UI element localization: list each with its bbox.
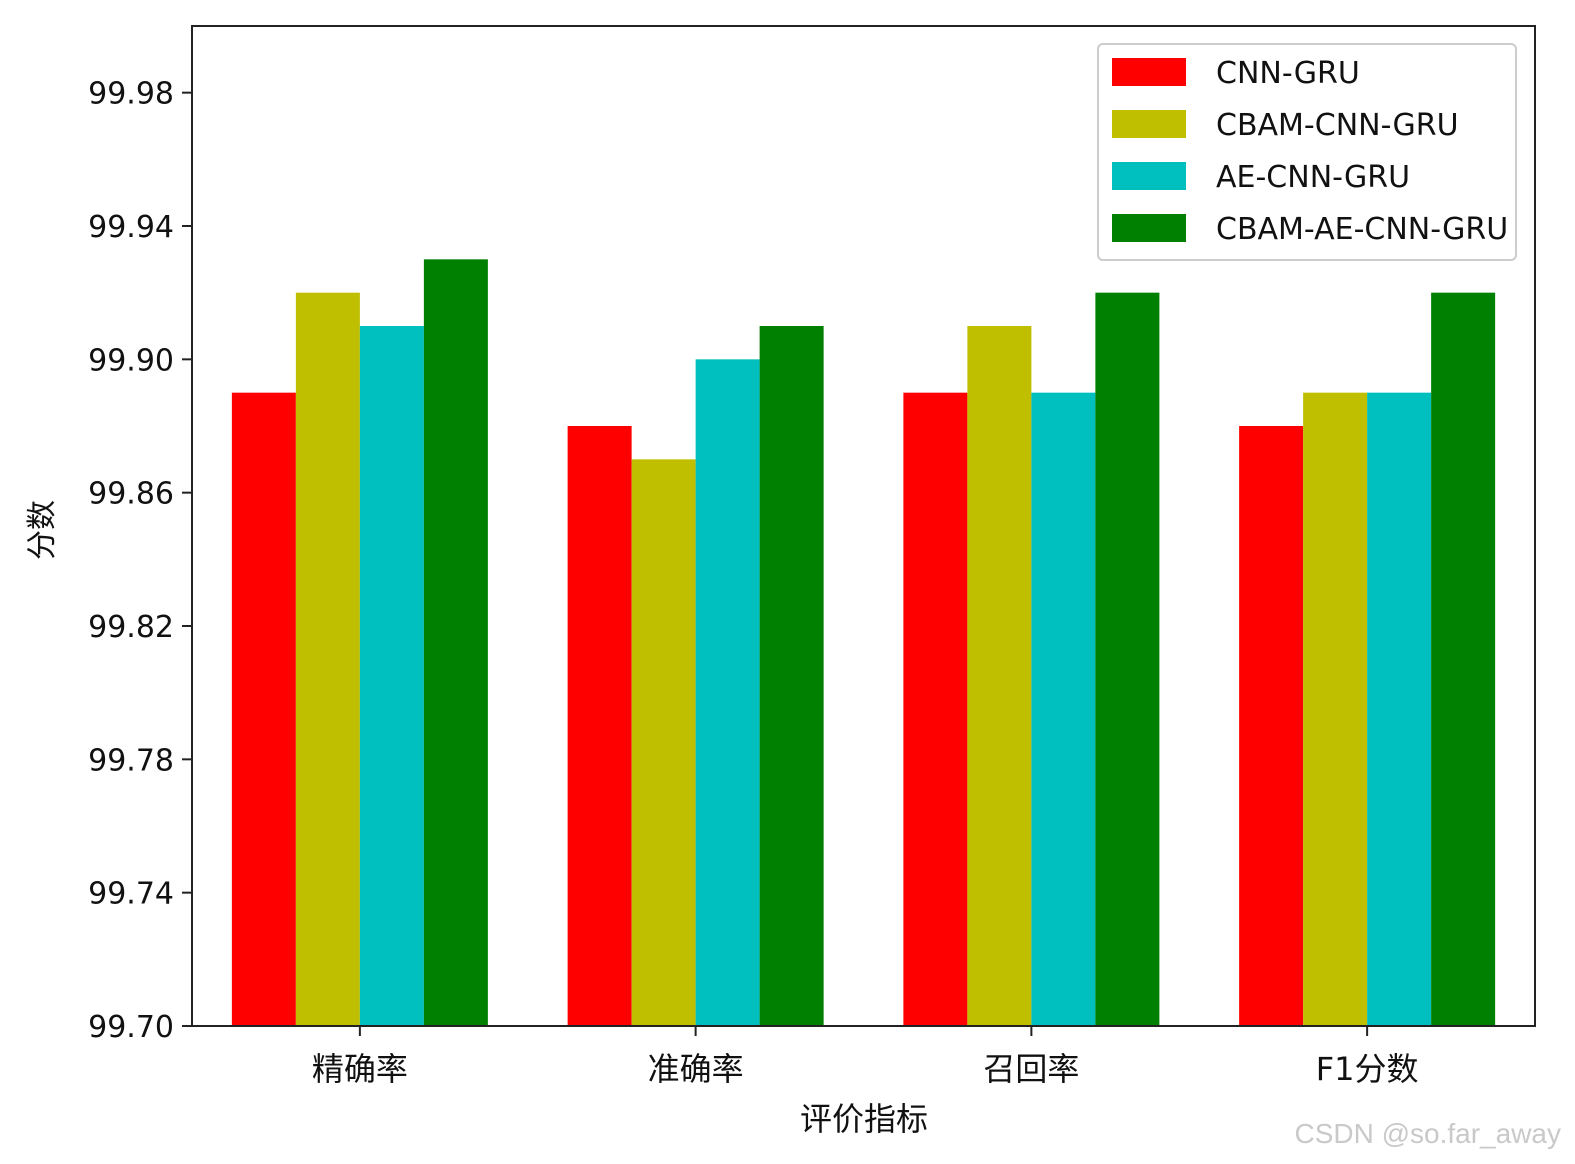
- x-tick-label: F1分数: [1316, 1050, 1419, 1088]
- bar: [967, 326, 1032, 1026]
- y-tick-label: 99.82: [88, 610, 174, 645]
- legend-swatch: [1112, 58, 1186, 86]
- legend-label: CBAM-AE-CNN-GRU: [1216, 212, 1508, 247]
- bar: [695, 359, 760, 1026]
- bar: [1431, 292, 1496, 1027]
- x-tick-label: 召回率: [983, 1050, 1079, 1088]
- bar: [359, 326, 424, 1026]
- bar: [759, 326, 824, 1026]
- legend-label: CNN-GRU: [1216, 56, 1360, 91]
- y-tick-label: 99.70: [88, 1010, 174, 1045]
- bar: [1239, 426, 1304, 1026]
- y-tick-label: 99.90: [88, 343, 174, 378]
- y-tick-label: 99.78: [88, 743, 174, 778]
- bar: [231, 392, 296, 1027]
- bar: [567, 426, 632, 1026]
- y-tick-label: 99.74: [88, 877, 174, 912]
- legend-swatch: [1112, 214, 1186, 242]
- bar: [423, 259, 488, 1026]
- legend-box: [1097, 43, 1517, 261]
- legend-label: CBAM-CNN-GRU: [1216, 108, 1459, 143]
- legend: CNN-GRU CBAM-CNN-GRU AE-CNN-GRU CBAM-AE-CNN…: [1097, 43, 1517, 261]
- legend-swatch: [1112, 162, 1186, 190]
- legend-swatch: [1112, 110, 1186, 138]
- y-tick-label: 99.86: [88, 477, 174, 512]
- bar: [1031, 392, 1096, 1027]
- plot-area: 99.70 99.74 99.78 99.82 99.86 99.90 99.94 99.98…: [88, 77, 1496, 1088]
- y-tick-label: 99.94: [88, 210, 174, 245]
- bar: [1367, 392, 1432, 1027]
- plot-frame: [191, 25, 1536, 1027]
- watermark: CSDN @so.far_away: [1294, 1118, 1561, 1149]
- bar: [631, 459, 696, 1026]
- x-tick-label: 准确率: [648, 1050, 744, 1088]
- legend-label: AE-CNN-GRU: [1216, 160, 1410, 195]
- bar: [1303, 392, 1368, 1027]
- y-tick-label: 99.98: [88, 77, 174, 112]
- x-tick-label: 精确率: [312, 1050, 408, 1088]
- x-axis-label: 评价指标: [800, 1100, 928, 1138]
- bar: [903, 392, 968, 1027]
- y-axis-label: 分数: [25, 500, 60, 560]
- bar: [1095, 292, 1160, 1027]
- bar: [295, 292, 360, 1027]
